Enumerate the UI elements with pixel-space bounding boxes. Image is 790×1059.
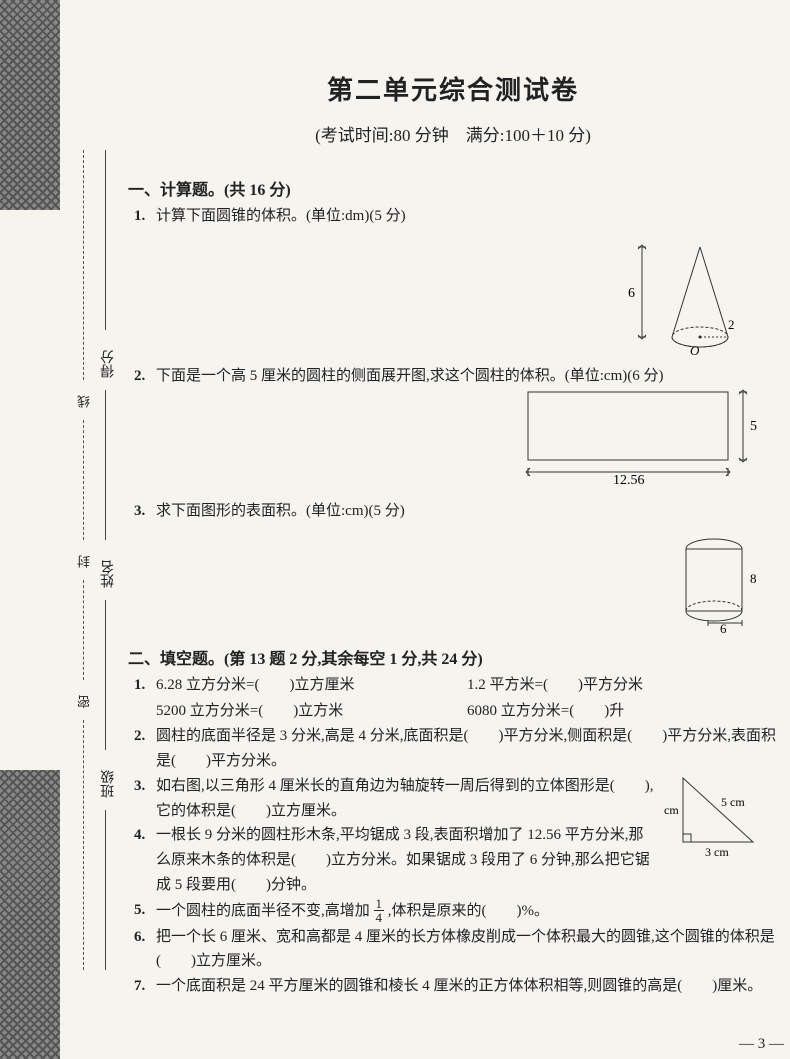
q1-3: 3. 求下面图形的表面积。(单位:cm)(5 分) 6 8 — [156, 499, 778, 634]
q2-2: 2. 圆柱的底面半径是 3 分米,高是 4 分米,底面积是( )平方分米,侧面积… — [156, 724, 778, 774]
q2-2-text: 圆柱的底面半径是 3 分米,高是 4 分米,底面积是( )平方分米,侧面积是( … — [156, 728, 776, 769]
q1-1-text: 计算下面圆锥的体积。(单位:dm)(5 分) — [156, 208, 406, 224]
halfcyl-figure: 6 8 — [668, 523, 778, 633]
q2-1b: 1.2 平方米=( )平方分米 — [467, 673, 778, 699]
q2-1: 1. 6.28 立方分米=( )立方厘米 1.2 平方米=( )平方分米 520… — [156, 673, 778, 724]
q1-2-text: 下面是一个高 5 厘米的圆柱的侧面展开图,求这个圆柱的体积。(单位:cm)(6 … — [156, 368, 663, 384]
svg-text:5: 5 — [750, 419, 757, 434]
q2-7-text: 一个底面积是 24 平方厘米的圆锥和棱长 4 厘米的正方体体积相等,则圆锥的高是… — [156, 978, 762, 994]
q2-1d: 6080 立方分米=( )升 — [467, 699, 778, 725]
exam-title: 第二单元综合测试卷 — [128, 70, 778, 107]
rect-figure: 12.56 5 — [518, 384, 778, 484]
q1-1: 1. 计算下面圆锥的体积。(单位:dm)(5 分) 6 2 O — [156, 204, 778, 364]
svg-text:8: 8 — [750, 571, 757, 586]
section1-head: 一、计算题。(共 16 分) — [128, 176, 778, 200]
q2-6-text: 把一个长 6 厘米、宽和高都是 4 厘米的长方体橡皮削成一个体积最大的圆锥,这个… — [156, 929, 775, 970]
q2-3-text: 如右图,以三角形 4 厘米长的直角边为轴旋转一周后得到的立体图形是( ),它的体… — [156, 778, 654, 819]
svg-text:12.56: 12.56 — [613, 473, 645, 484]
q2-5-pre: 一个圆柱的底面半径不变,高增加 — [156, 902, 370, 918]
q1-2: 2. 下面是一个高 5 厘米的圆柱的侧面展开图,求这个圆柱的体积。(单位:cm)… — [156, 364, 778, 499]
q1-3-text: 求下面图形的表面积。(单位:cm)(5 分) — [156, 503, 405, 519]
margin-class-label: 班级 — [99, 770, 119, 798]
q2-7: 7. 一个底面积是 24 平方厘米的圆锥和棱长 4 厘米的正方体体积相等,则圆锥… — [156, 974, 778, 999]
q2-3: 3. 如右图,以三角形 4 厘米长的直角边为轴旋转一周后得到的立体图形是( ),… — [156, 774, 778, 824]
q2-4-text: 一根长 9 分米的圆柱形木条,平均锯成 3 段,表面积增加了 12.56 平方分… — [156, 827, 650, 893]
cone-figure: 6 2 O — [628, 229, 748, 364]
svg-text:O: O — [690, 343, 700, 358]
margin-name-label: 姓名 — [99, 560, 119, 588]
q2-6: 6. 把一个长 6 厘米、宽和高都是 4 厘米的长方体橡皮削成一个体积最大的圆锥… — [156, 925, 778, 975]
margin-stitch-seal: 封 — [75, 555, 94, 568]
q2-4: 4. 一根长 9 分米的圆柱形木条,平均锯成 3 段,表面积增加了 12.56 … — [156, 823, 778, 897]
margin-stitch-line: 线 — [75, 395, 94, 408]
exam-subtitle: (考试时间:80 分钟 满分:100＋10 分) — [128, 121, 778, 146]
q2-1c: 5200 立方分米=( )立方米 — [156, 699, 467, 725]
section2-head: 二、填空题。(第 13 题 2 分,其余每空 1 分,共 24 分) — [128, 645, 778, 669]
fraction: 14 — [374, 897, 385, 924]
q2-5: 5. 一个圆柱的底面半径不变,高增加 14 ,体积是原来的( )%。 — [156, 898, 778, 925]
deco-gap — [0, 210, 60, 770]
binding-margin: 得分 姓名 班级 线 封 密 — [65, 0, 125, 1059]
svg-text:6: 6 — [720, 621, 727, 633]
svg-text:6: 6 — [628, 286, 635, 301]
svg-text:2: 2 — [728, 317, 735, 332]
q2-5-post: ,体积是原来的( )%。 — [388, 902, 549, 918]
svg-text:4 cm: 4 cm — [663, 803, 679, 817]
page-content: 第二单元综合测试卷 (考试时间:80 分钟 满分:100＋10 分) 一、计算题… — [128, 0, 778, 999]
svg-text:5 cm: 5 cm — [721, 795, 745, 809]
margin-score-label: 得分 — [99, 350, 119, 378]
q2-1a: 6.28 立方分米=( )立方厘米 — [156, 673, 467, 699]
margin-stitch-bind: 密 — [75, 695, 94, 708]
page-number: — 3 — — [739, 1036, 784, 1053]
